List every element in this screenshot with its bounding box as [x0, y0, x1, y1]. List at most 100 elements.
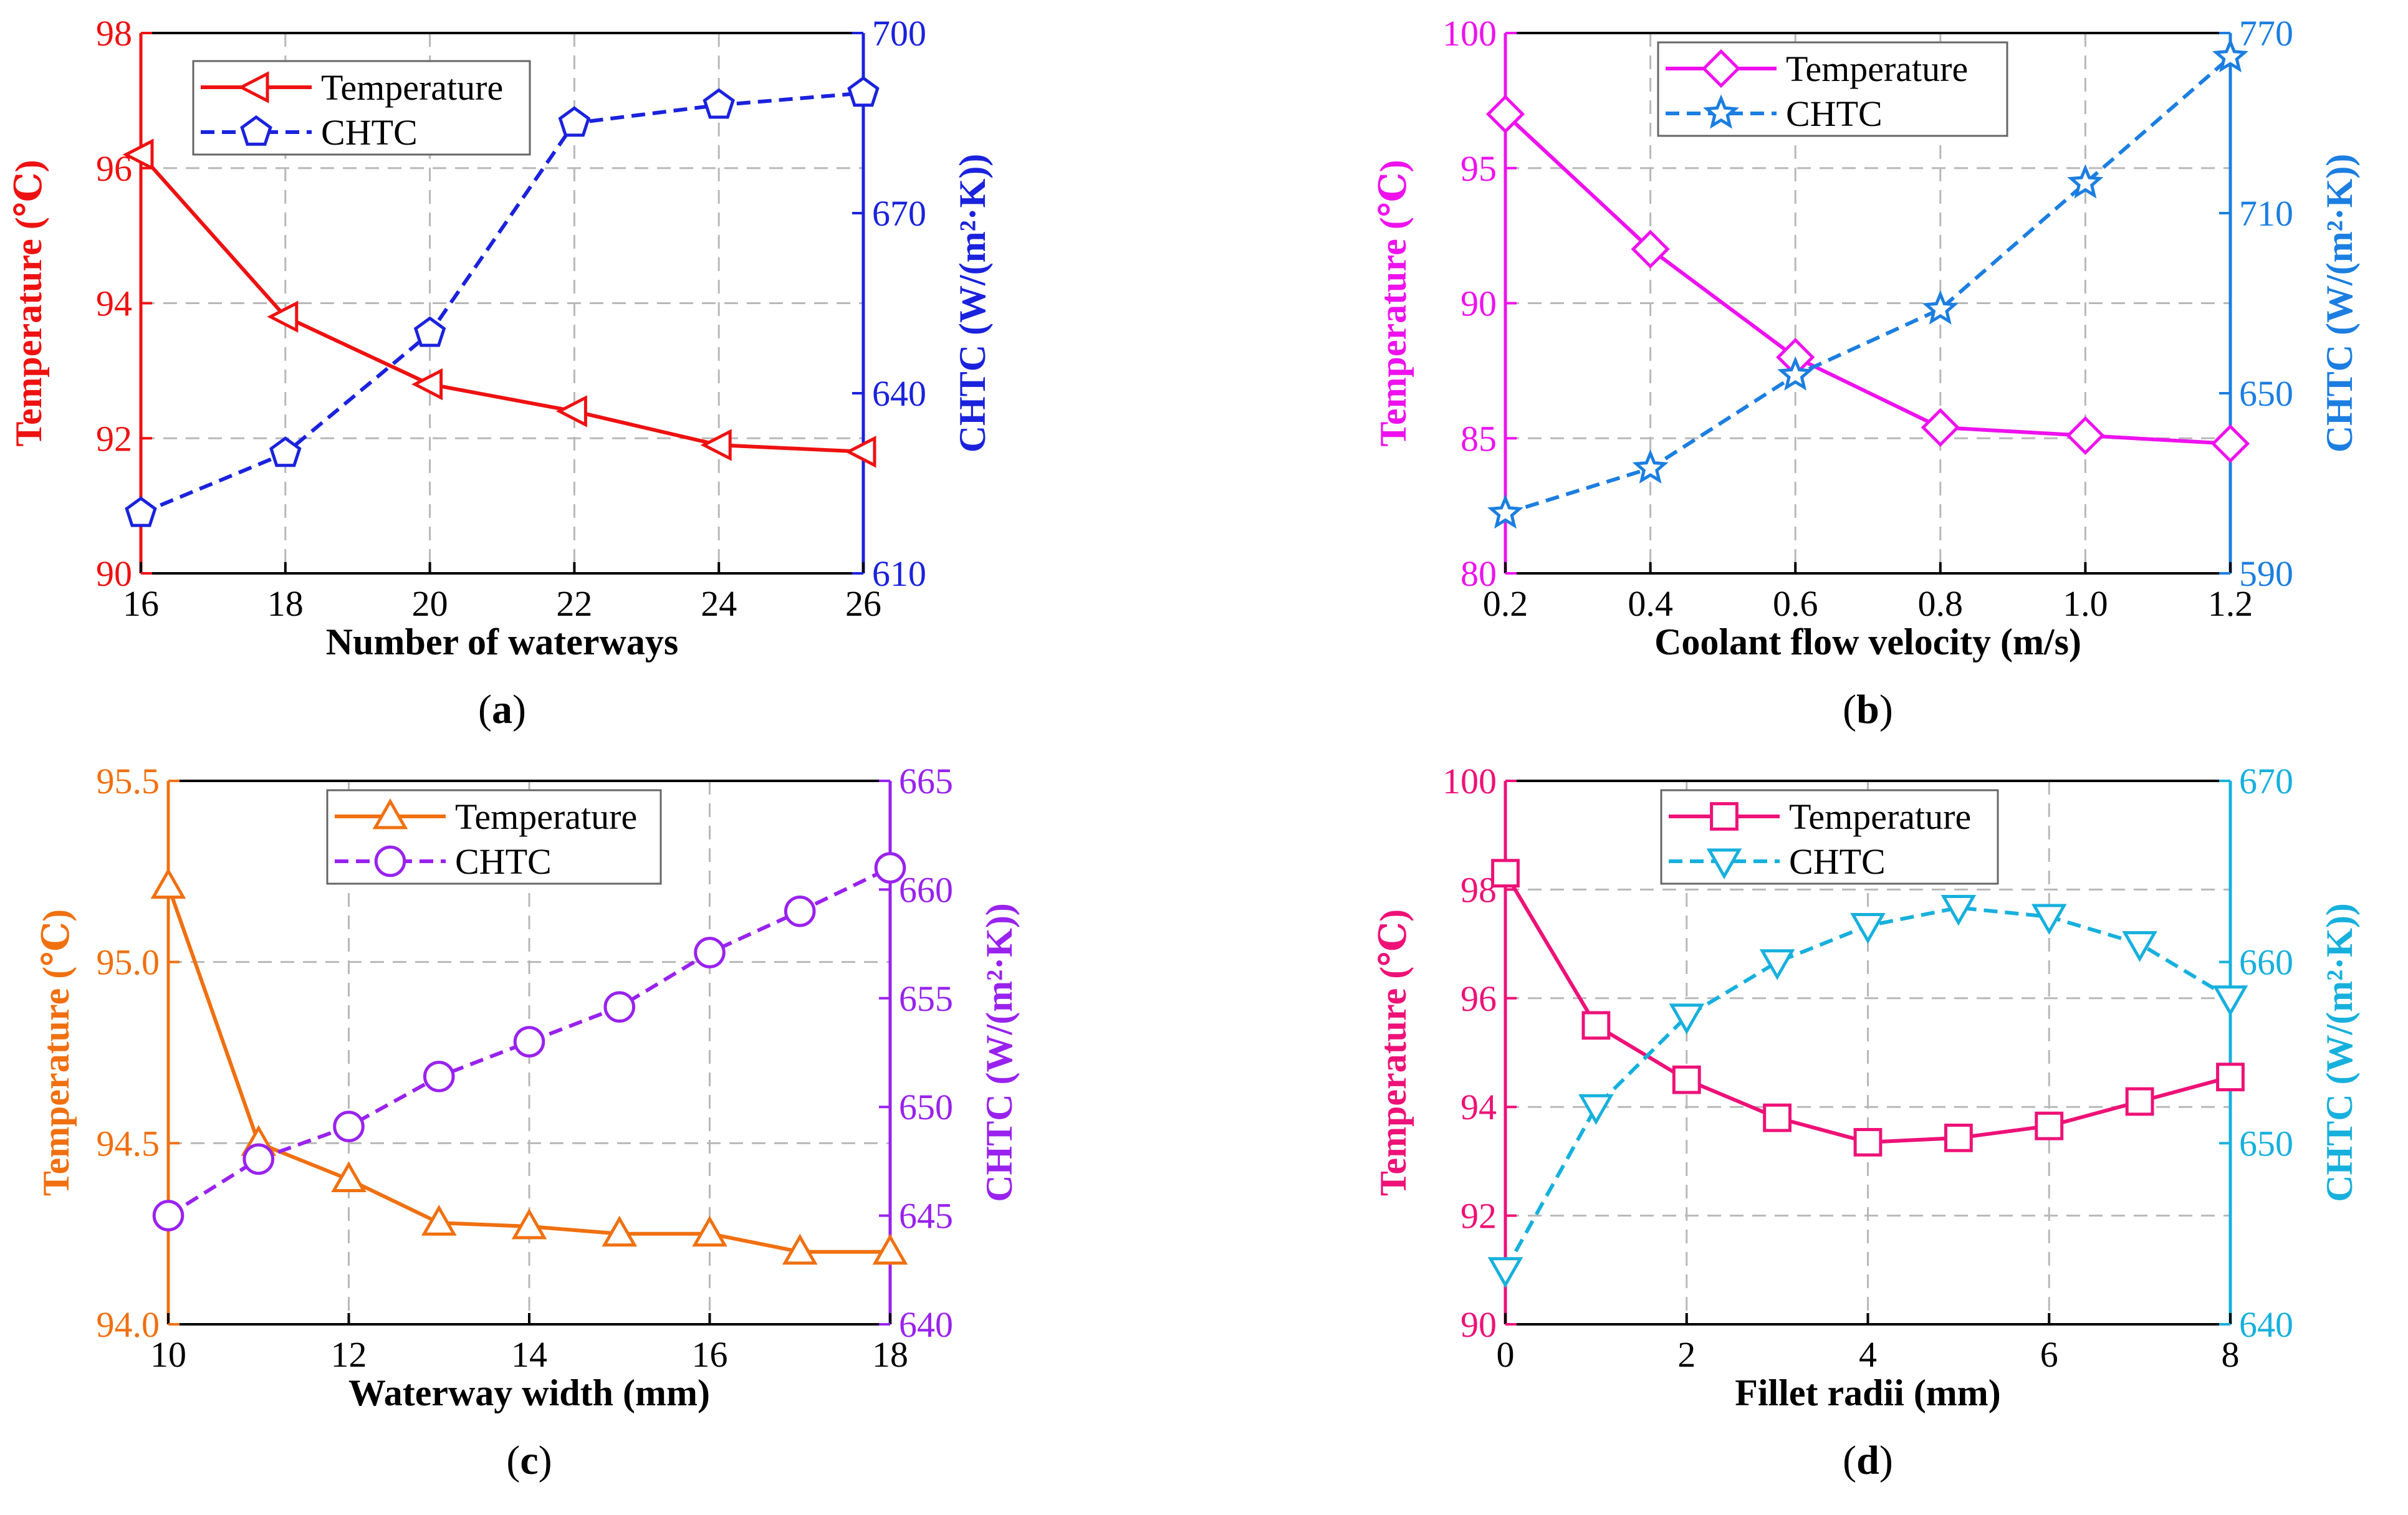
panel-a-series-chtc-point-1	[269, 436, 302, 467]
panel-b-chart: 0.2 0.4 0.6 0.8 1.0 1.2 80 85 90 95 100 590 650 710 77…	[1373, 13, 2360, 732]
panel-c-chart: 10 12 14 16 18 94.0 94.5 95.0 95.5 640 645 650 655 66…	[36, 761, 1020, 1483]
panel-b-xtick-label-2: 0.6	[1773, 583, 1818, 624]
panel-d-x-axis-title: Fillet radii (mm)	[1735, 1372, 2001, 1413]
panel-a-series-temperature-point-3	[555, 395, 587, 428]
panel-d-series-chtc-point-0	[1487, 1257, 1523, 1288]
panel-d-series-chtc-point-6	[2031, 904, 2067, 935]
panel-b-series-temperature-point-1	[1631, 229, 1670, 269]
panel-b-y2tick-label-3: 770	[2239, 13, 2293, 54]
panel-b-series-temperature-line	[1504, 112, 2231, 446]
panel-b-series-chtc-point-3	[1922, 290, 1959, 325]
panel-b-series-chtc-point-1	[1632, 449, 1669, 484]
panel-b-y2tick-label-2: 710	[2239, 193, 2293, 234]
panel-d-ytick-label-4: 98	[1461, 869, 1497, 910]
panel-a-ytick-label-0: 90	[96, 553, 132, 594]
panel-c-y2tick-label-4: 660	[899, 869, 953, 910]
panel-d-ytick-label-1: 92	[1461, 1196, 1497, 1236]
panel-c-y2-axis-title: CHTC (W/(m²·K))	[979, 903, 1020, 1202]
panel-a-xtick-label-2: 20	[412, 583, 448, 624]
panel-b-series-temperature-point-3	[1921, 408, 1960, 447]
panel-a-series-temperature-point-1	[267, 300, 299, 333]
panel-d-xtick-label-3: 6	[2040, 1334, 2058, 1375]
panel-b-xtick-label-3: 0.8	[1918, 583, 1964, 624]
panel-c-y2tick-label-5: 665	[899, 761, 953, 801]
panel-d-xtick-label-2: 4	[1859, 1334, 1877, 1375]
panel-d-series-temperature-point-5	[1944, 1124, 1973, 1152]
panel-a-xtick-label-0: 16	[123, 583, 159, 624]
panel-c-series-chtc-point-3	[423, 1061, 455, 1092]
panel-a-xtick-label-3: 22	[556, 583, 592, 624]
panel-c-ytick-label-0: 94.0	[97, 1304, 160, 1345]
panel-c-ytick-label-2: 95.0	[97, 942, 160, 983]
panel-c-ytick-label-3: 95.5	[97, 761, 160, 801]
panel-b-series-chtc-line	[1505, 55, 2232, 515]
panel-b-legend-label-0: Temperature	[1786, 49, 1968, 89]
panel-d-series-chtc-point-2	[1669, 1003, 1705, 1035]
panel-a-series-chtc-line	[140, 91, 864, 515]
panel-d-y2tick-label-2: 660	[2239, 942, 2293, 983]
panel-c-series-chtc-point-7	[784, 895, 816, 927]
panel-d-ytick-label-5: 100	[1442, 761, 1497, 801]
panel-a-series-chtc-point-0	[125, 496, 157, 527]
panel-b-xtick-label-4: 1.0	[2063, 583, 2108, 624]
panel-b-series-temperature-point-4	[2066, 416, 2105, 456]
panel-c-series-chtc-point-6	[694, 937, 726, 968]
panel-a-y2-axis-title: CHTC (W/(m²·K))	[952, 154, 993, 453]
panel-a-caption: (a)	[478, 687, 526, 732]
panel-b-legend-label-1: CHTC	[1786, 93, 1883, 134]
panel-d-series-chtc-point-4	[1850, 913, 1886, 944]
panel-b-series-temperature-point-0	[1485, 94, 1525, 134]
panel-a-xtick-label-5: 26	[845, 583, 881, 624]
panel-a-y-axis-title: Temperature (℃)	[8, 160, 49, 446]
panel-d-series-chtc-point-7	[2122, 931, 2157, 962]
panel-d-series-temperature-point-7	[2125, 1087, 2154, 1116]
panel-d-y2tick-label-0: 640	[2239, 1304, 2293, 1345]
panel-d-series-chtc-point-3	[1759, 949, 1795, 980]
panel-c-xtick-label-2: 14	[511, 1334, 547, 1375]
panel-a-series-temperature-point-2	[411, 368, 443, 401]
panel-d-series-chtc-point-8	[2212, 985, 2248, 1016]
panel-a-ytick-label-4: 98	[96, 13, 132, 54]
panel-b-legend-marker-0	[1701, 49, 1741, 88]
panel-d-caption: (d)	[1843, 1438, 1893, 1483]
panel-c-series-chtc-point-5	[603, 991, 636, 1023]
panel-c-xtick-label-1: 12	[331, 1334, 367, 1375]
panel-b-series-temperature-point-5	[2210, 424, 2250, 464]
panel-a-y2tick-label-1: 640	[872, 373, 926, 414]
panel-d-series-temperature-point-3	[1763, 1103, 1792, 1132]
panel-d-series-temperature-point-8	[2216, 1063, 2245, 1092]
panel-c-y2tick-label-3: 655	[899, 978, 953, 1019]
panel-a-y2tick-label-2: 670	[872, 193, 926, 234]
panel-b-y2tick-label-0: 590	[2239, 553, 2293, 594]
panel-d-legend-label-0: Temperature	[1789, 796, 1971, 837]
panel-c-legend-label-1: CHTC	[455, 841, 552, 882]
panel-b-caption: (b)	[1843, 687, 1893, 732]
panel-a-series-temperature-point-4	[700, 429, 732, 461]
panel-a-series-temperature-point-5	[845, 436, 876, 468]
panel-a-ytick-label-2: 94	[96, 284, 132, 324]
panel-d-y2-axis-title: CHTC (W/(m²·K))	[2319, 903, 2360, 1202]
panel-a-legend-marker-0	[237, 71, 269, 103]
panel-b-ytick-label-4: 100	[1442, 13, 1497, 54]
panel-a-series-chtc-point-5	[847, 76, 880, 107]
panel-d-ytick-label-2: 94	[1461, 1087, 1497, 1127]
panel-c-series-temperature-point-4	[511, 1208, 547, 1240]
panel-d-y-axis-title: Temperature (℃)	[1373, 909, 1414, 1196]
panel-d-series-temperature-point-4	[1853, 1128, 1883, 1157]
panel-c-series-chtc-point-4	[513, 1026, 545, 1058]
panel-a-xtick-label-1: 18	[267, 583, 304, 624]
panel-a-y2tick-label-0: 610	[872, 553, 926, 594]
panel-d-xtick-label-0: 0	[1497, 1334, 1515, 1375]
panel-b-series-chtc-point-2	[1777, 356, 1814, 391]
panel-b-xtick-label-0: 0.2	[1483, 583, 1528, 624]
panel-c-series-chtc-point-8	[874, 852, 906, 884]
panel-c-legend-label-0: Temperature	[455, 796, 637, 837]
panel-d-series-temperature-point-6	[2035, 1111, 2064, 1140]
panel-a-series-chtc-point-4	[703, 88, 735, 119]
panel-a-chart: 16 18 20 22 24 269092949698610640670700Number…	[8, 13, 993, 732]
panel-c-y2tick-label-0: 640	[899, 1304, 953, 1345]
panel-d-series-chtc-point-5	[1940, 895, 1977, 926]
panel-b-series-chtc-point-4	[2067, 164, 2104, 199]
panel-b-xtick-label-5: 1.2	[2208, 583, 2253, 624]
